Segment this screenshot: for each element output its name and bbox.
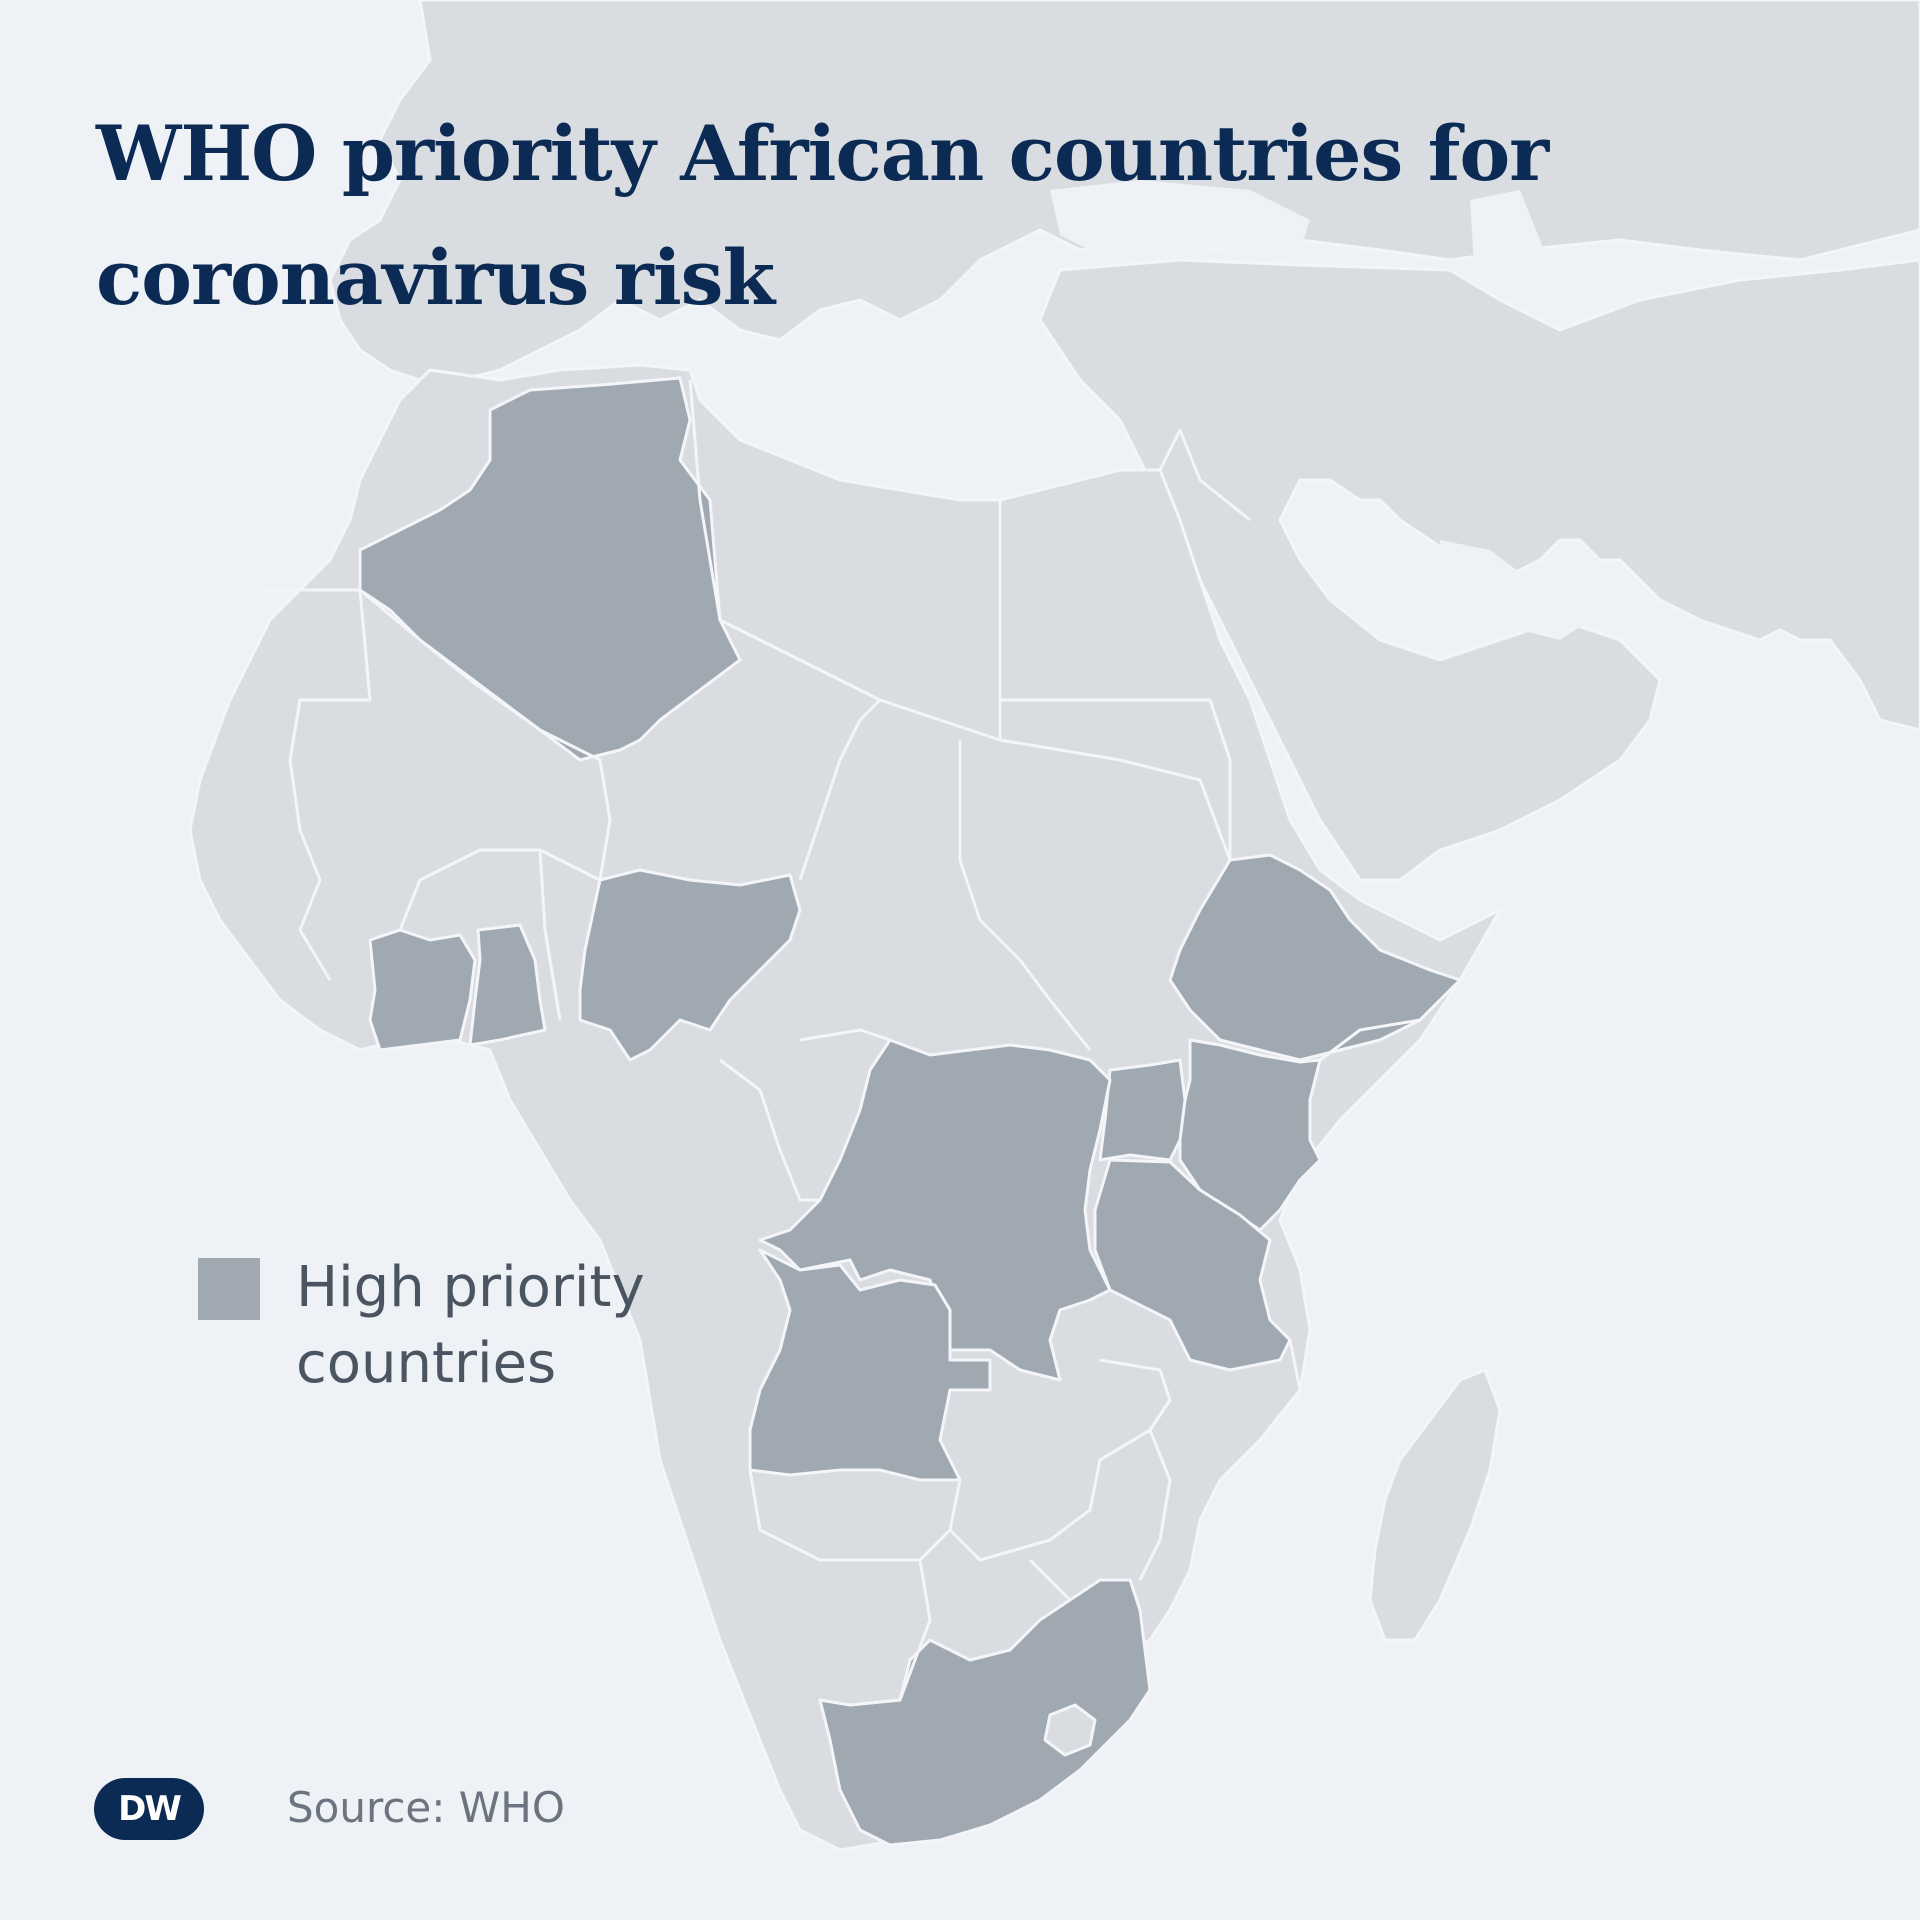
country-uganda xyxy=(1098,1058,1187,1162)
landmass-madagascar xyxy=(1368,1368,1502,1642)
legend-label-high-priority: High priority countries xyxy=(296,1255,645,1396)
legend-swatch-high-priority xyxy=(198,1258,260,1320)
black-sea xyxy=(1050,180,1310,250)
country-cote-divoire xyxy=(368,928,477,1052)
country-angola xyxy=(748,1248,992,1482)
country-dr-congo xyxy=(758,1038,1112,1382)
legend: High priority countries xyxy=(198,1250,716,1402)
dw-logo: DW xyxy=(94,1778,204,1840)
country-kenya xyxy=(1178,1038,1322,1232)
country-borders xyxy=(260,379,1421,1707)
map-title: WHO priority African countries for coron… xyxy=(96,109,1549,322)
country-ghana xyxy=(468,923,547,1047)
country-ethiopia xyxy=(1168,853,1462,1062)
source-credit: Source: WHO xyxy=(287,1783,565,1832)
persian-gulf xyxy=(1440,540,1590,640)
country-tanzania xyxy=(1093,1158,1292,1372)
country-nigeria xyxy=(578,868,802,1062)
country-algeria xyxy=(358,376,742,762)
country-lesotho xyxy=(1043,1703,1097,1757)
